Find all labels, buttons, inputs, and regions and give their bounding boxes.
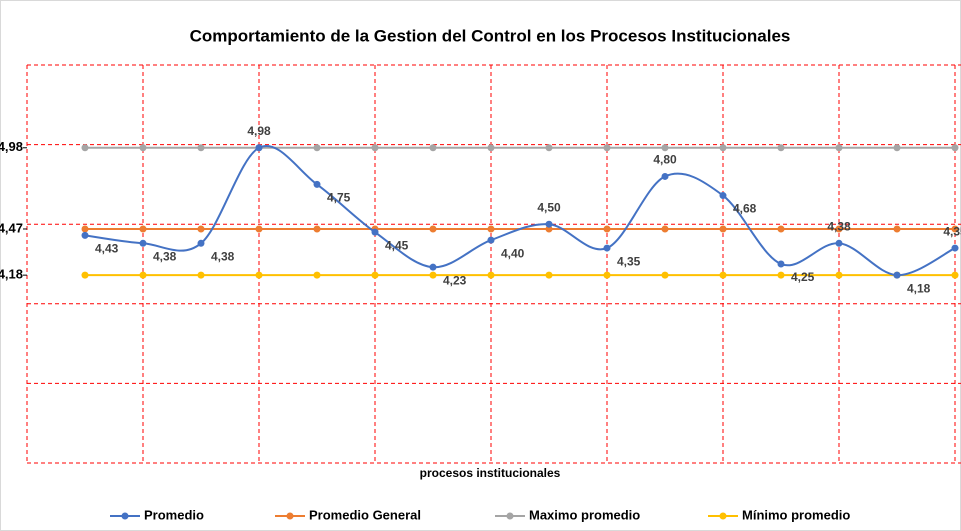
data-point [893, 144, 901, 152]
data-point [429, 144, 437, 152]
data-point [81, 271, 89, 279]
data-point [545, 144, 553, 152]
data-point [197, 271, 205, 279]
data-label: 4,98 [247, 124, 271, 138]
data-point [371, 228, 379, 236]
data-point [777, 260, 785, 268]
data-point [197, 144, 205, 152]
data-point [835, 271, 843, 279]
data-point [487, 144, 495, 152]
data-point [313, 271, 321, 279]
data-point [255, 271, 263, 279]
legend-marker [286, 512, 294, 520]
data-label: 4,25 [791, 270, 815, 284]
data-point [487, 225, 495, 233]
y-tick-label: 4,98 [0, 139, 23, 154]
data-point [777, 225, 785, 233]
data-point [661, 172, 669, 180]
series-line [84, 145, 956, 277]
data-label: 4,35 [943, 224, 961, 238]
x-axis-title: procesos institucionales [420, 466, 561, 480]
data-label: 4,68 [733, 202, 757, 216]
legend-item: Maximo promedio [495, 507, 640, 522]
data-point [777, 144, 785, 152]
chart-title: Comportamiento de la Gestion del Control… [190, 26, 791, 45]
legend-label: Promedio [144, 507, 204, 522]
data-label: 4,38 [827, 219, 851, 233]
data-point [255, 144, 263, 152]
data-point [197, 225, 205, 233]
data-label: 4,18 [907, 281, 931, 295]
data-point [719, 192, 727, 200]
data-point [545, 220, 553, 228]
legend-label: Mínimo promedio [742, 507, 850, 522]
data-point [313, 144, 321, 152]
data-point [313, 225, 321, 233]
data-point [429, 263, 437, 271]
data-label: 4,35 [617, 254, 641, 268]
data-point [139, 271, 147, 279]
data-point [603, 225, 611, 233]
data-point [487, 236, 495, 244]
data-label: 4,23 [443, 273, 467, 287]
data-label: 4,40 [501, 246, 525, 260]
data-point [139, 144, 147, 152]
data-point [371, 144, 379, 152]
data-label: 4,45 [385, 238, 409, 252]
data-point [429, 271, 437, 279]
legend-marker [506, 512, 514, 520]
data-point [777, 271, 785, 279]
data-label: 4,80 [653, 153, 677, 167]
data-point [139, 239, 147, 247]
legend-marker [719, 512, 727, 520]
y-tick-label: 4,18 [0, 267, 23, 282]
y-tick-label: 4,47 [0, 220, 23, 235]
data-point [487, 271, 495, 279]
data-point [835, 239, 843, 247]
data-point [951, 244, 959, 252]
data-point [603, 244, 611, 252]
legend-item: Promedio General [275, 507, 421, 522]
data-point [893, 271, 901, 279]
data-point [661, 144, 669, 152]
data-point [81, 144, 89, 152]
data-point [197, 239, 205, 247]
legend-label: Maximo promedio [529, 507, 640, 522]
data-point [661, 271, 669, 279]
data-point [951, 225, 959, 233]
legend-item: Mínimo promedio [708, 507, 850, 522]
data-point [719, 144, 727, 152]
legend-label: Promedio General [309, 507, 421, 522]
data-point [603, 144, 611, 152]
data-point [545, 271, 553, 279]
data-point [255, 225, 263, 233]
data-point [719, 271, 727, 279]
data-point [313, 180, 321, 188]
data-point [661, 225, 669, 233]
data-label: 4,38 [153, 249, 177, 263]
data-point [835, 144, 843, 152]
data-point [719, 225, 727, 233]
data-label: 4,75 [327, 191, 351, 205]
legend-item: Promedio [110, 507, 204, 522]
data-point [81, 225, 89, 233]
data-point [893, 225, 901, 233]
data-point [603, 271, 611, 279]
data-point [835, 225, 843, 233]
legend-marker [121, 512, 129, 520]
data-label: 4,43 [95, 242, 119, 256]
data-point [371, 271, 379, 279]
data-point [139, 225, 147, 233]
data-point [429, 225, 437, 233]
data-point [951, 144, 959, 152]
data-point [81, 231, 89, 239]
data-label: 4,50 [537, 200, 561, 214]
data-label: 4,38 [211, 249, 235, 263]
data-point [951, 271, 959, 279]
